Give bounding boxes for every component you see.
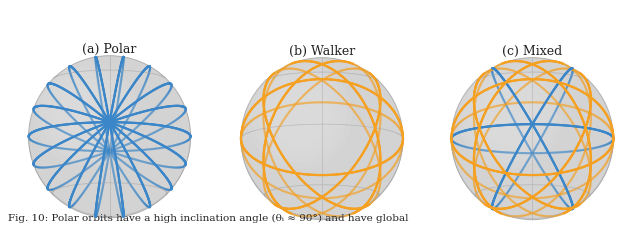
Circle shape	[463, 70, 557, 163]
Circle shape	[29, 57, 191, 218]
Circle shape	[246, 64, 352, 169]
Circle shape	[457, 64, 563, 169]
Circle shape	[241, 58, 403, 220]
Text: (c) Mixed: (c) Mixed	[502, 45, 563, 58]
Circle shape	[451, 58, 613, 220]
Text: (a) Polar: (a) Polar	[83, 43, 137, 56]
Circle shape	[252, 70, 346, 163]
Circle shape	[40, 68, 134, 161]
Circle shape	[35, 62, 140, 167]
Text: (b) Walker: (b) Walker	[289, 45, 355, 58]
Text: Fig. 10: Polar orbits have a high inclination angle (θᵢ ≈ 90°) and have global: Fig. 10: Polar orbits have a high inclin…	[8, 213, 408, 222]
